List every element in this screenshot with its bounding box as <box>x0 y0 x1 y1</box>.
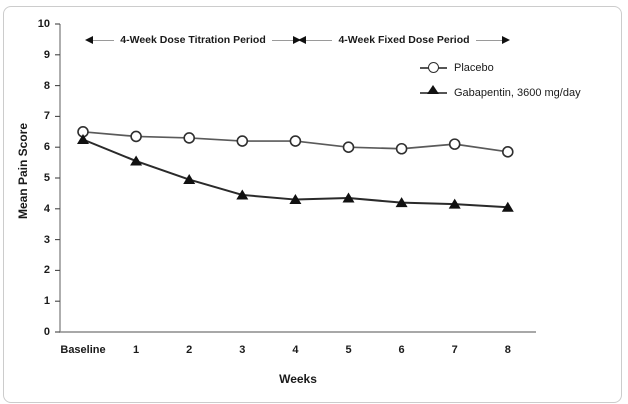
placebo-marker <box>183 132 195 144</box>
legend-label: Gabapentin, 3600 mg/day <box>454 87 581 99</box>
annotation-line <box>475 39 503 41</box>
y-tick-label: 3 <box>43 233 50 246</box>
x-tick-label: 1 <box>133 344 140 356</box>
placebo-marker <box>448 138 461 150</box>
placebo-marker <box>342 141 355 153</box>
gabapentin-3600-mg-day-marker <box>448 198 461 209</box>
gabapentin-3600-mg-day-marker <box>183 174 196 185</box>
annotation-line <box>93 39 115 41</box>
y-axis-title: Mean Pain Score <box>16 122 30 220</box>
y-tick-label: 4 <box>43 202 50 215</box>
gabapentin-3600-mg-day-marker <box>501 201 514 212</box>
annotation-fixed-dose-period: 4-Week Fixed Dose Period <box>298 33 511 47</box>
annotation-label: 4-Week Dose Titration Period <box>120 34 266 46</box>
x-tick-label: 6 <box>398 344 405 356</box>
x-tick-label: 2 <box>186 344 193 356</box>
legend-item-gabapentin: Gabapentin, 3600 mg/day <box>420 85 581 101</box>
y-tick-label: 6 <box>43 141 50 154</box>
filled-triangle-marker-icon <box>420 85 447 100</box>
placebo-marker <box>236 135 249 147</box>
legend: Placebo Gabapentin, 3600 mg/day <box>420 60 581 110</box>
arrow-right-icon <box>293 36 302 44</box>
annotation-label: 4-Week Fixed Dose Period <box>338 34 470 46</box>
y-tick-label: 2 <box>43 264 50 277</box>
y-tick-label: 7 <box>43 110 50 123</box>
x-tick-label: 5 <box>345 344 352 356</box>
y-tick-label: 0 <box>43 326 50 338</box>
gabapentin-3600-mg-day-marker <box>77 134 89 144</box>
open-circle-marker-icon <box>420 61 447 75</box>
x-tick-label: 7 <box>451 344 458 356</box>
y-tick-label: 10 <box>37 18 50 30</box>
arrow-left-icon <box>85 36 93 44</box>
y-tick-label: 9 <box>43 48 50 61</box>
x-tick-label: 3 <box>239 344 246 356</box>
placebo-marker <box>130 130 142 143</box>
placebo-marker <box>501 146 514 158</box>
gabapentin-3600-mg-day-marker <box>289 194 302 205</box>
x-tick-label: 8 <box>504 344 511 356</box>
x-tick-label: Baseline <box>60 344 106 356</box>
x-tick-label: 4 <box>292 344 299 356</box>
y-tick-label: 8 <box>43 79 50 92</box>
arrow-left-icon <box>298 36 306 44</box>
arrow-right-icon <box>502 36 511 44</box>
annotation-line <box>306 39 333 41</box>
legend-item-placebo: Placebo <box>420 60 581 76</box>
y-tick-label: 5 <box>43 172 50 184</box>
placebo-marker <box>395 142 408 155</box>
placebo-marker <box>289 135 302 147</box>
gabapentin-3600-mg-day-marker <box>395 197 408 208</box>
annotation-dose-titration-period: 4-Week Dose Titration Period <box>85 33 302 47</box>
gabapentin-3600-mg-day-marker <box>342 192 355 203</box>
annotation-line <box>271 39 294 41</box>
gabapentin-3600-mg-day-marker <box>130 155 143 166</box>
gabapentin-3600-mg-day-marker <box>236 189 249 200</box>
x-axis-title: Weeks <box>279 372 317 386</box>
y-tick-label: 1 <box>43 295 50 308</box>
legend-label: Placebo <box>454 62 494 74</box>
